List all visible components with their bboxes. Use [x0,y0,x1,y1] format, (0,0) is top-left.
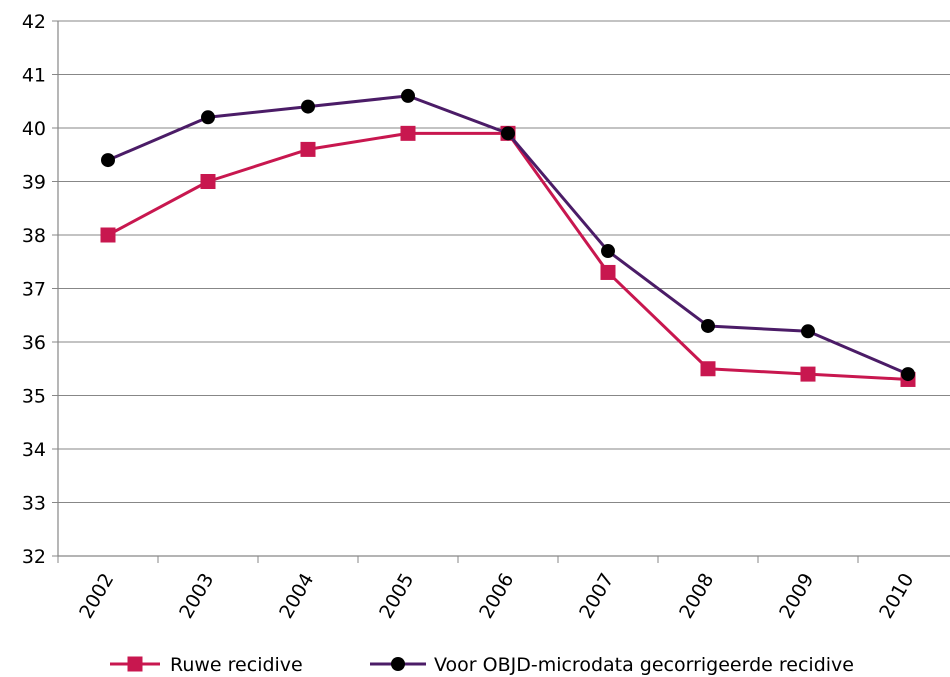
x-tick-labels: 2002 2003 2004 2005 2006 2007 2008 2009 2010 [75,570,918,623]
data-point-circle [301,99,315,114]
y-tick-label: 36 [22,332,46,354]
legend-marker-circle [391,657,405,671]
x-tick-label: 2010 [875,570,918,623]
data-point-circle [401,88,415,103]
data-point-square [700,361,716,377]
data-point-circle [701,318,715,333]
x-tick-label: 2008 [675,570,718,623]
legend-label-2: Voor OBJD-microdata gecorrigeerde recidi… [434,654,854,676]
axes [52,20,950,563]
data-point-circle [801,324,815,339]
data-point-circle [901,367,915,382]
data-point-square [100,227,116,243]
y-tick-label: 35 [22,386,46,408]
data-point-square [800,366,816,382]
x-tick-label: 2003 [175,570,218,623]
gridlines [58,20,950,503]
legend-marker-square [127,656,143,672]
y-tick-label: 42 [22,11,46,33]
series-line-1 [107,131,909,381]
data-point-circle [601,244,615,259]
y-tick-label: 39 [22,172,46,194]
y-tick-label: 32 [22,546,46,568]
x-tick-label: 2007 [575,570,618,623]
data-point-circle [501,126,515,141]
x-tick-label: 2004 [275,570,318,623]
y-tick-label: 38 [22,225,46,247]
x-tick-label: 2009 [775,570,818,623]
data-point-circle [201,110,215,125]
series [100,88,916,387]
data-point-square [200,174,216,189]
x-tick-label: 2002 [75,570,118,623]
y-tick-label: 41 [22,65,46,87]
y-tick-label: 33 [22,493,46,515]
y-tick-label: 37 [22,279,46,301]
y-tick-label: 40 [22,118,46,140]
data-point-circle [101,153,115,168]
x-tick-label: 2006 [475,570,518,623]
legend: Ruwe recidive Voor OBJD-microdata gecorri… [110,654,854,676]
y-tick-labels: 32 33 34 35 36 37 38 39 40 41 42 [22,11,46,568]
legend-label-1: Ruwe recidive [170,654,303,676]
data-point-square [400,125,416,141]
data-point-square [600,264,616,280]
data-point-square [300,141,316,157]
y-tick-label: 34 [22,439,46,461]
x-tick-label: 2005 [375,570,418,623]
